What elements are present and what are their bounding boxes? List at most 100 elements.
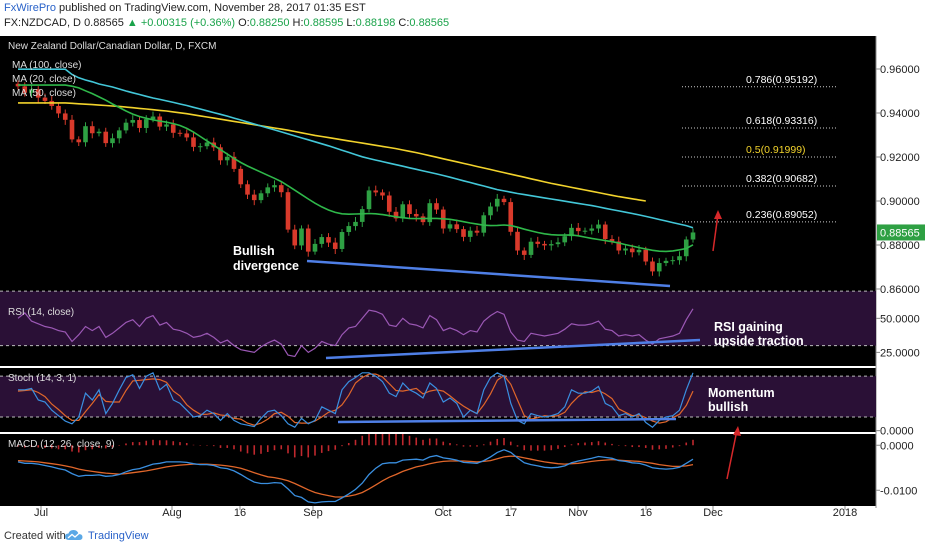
candle-bullish bbox=[427, 203, 433, 223]
candle-bullish bbox=[663, 260, 669, 264]
open-label: O: bbox=[238, 17, 250, 29]
tradingview-link[interactable]: TradingView bbox=[88, 530, 149, 542]
macd-line bbox=[17, 449, 694, 504]
last-price: 0.88565 bbox=[84, 17, 124, 29]
fib-level-label: 0.236(0.89052) bbox=[746, 209, 817, 221]
x-tick-label: Jul bbox=[34, 507, 48, 519]
bullish-arrow-head bbox=[714, 210, 722, 219]
candle-bearish bbox=[76, 139, 82, 143]
x-tick-label: 2018 bbox=[833, 507, 857, 519]
candle-bullish bbox=[150, 116, 156, 120]
x-tick-label: 16 bbox=[234, 507, 246, 519]
candle-bullish bbox=[596, 224, 601, 229]
main-y-tick-label: 0.96000 bbox=[880, 64, 920, 76]
candle-bearish bbox=[373, 190, 379, 193]
macd-pane-background bbox=[0, 434, 876, 506]
candle-bearish bbox=[191, 137, 196, 147]
candle-bearish bbox=[231, 156, 237, 169]
macd-y-tick-label: 0.0000 bbox=[880, 440, 914, 452]
candle-bullish bbox=[623, 248, 628, 251]
candle-bullish bbox=[555, 242, 561, 245]
fib-level-label: 0.382(0.90682) bbox=[746, 173, 817, 185]
candle-bullish bbox=[299, 228, 304, 246]
candle-bullish bbox=[83, 126, 88, 143]
close-value: 0.88565 bbox=[409, 17, 450, 29]
candle-bullish bbox=[528, 241, 534, 255]
ma50-line bbox=[18, 68, 694, 229]
candle-bullish bbox=[110, 138, 115, 144]
price-change: ▲ +0.00315 (+0.36%) bbox=[126, 17, 236, 29]
fib-level-label: 0.618(0.93316) bbox=[746, 115, 817, 127]
candle-bearish bbox=[69, 119, 75, 140]
candle-bullish bbox=[447, 224, 453, 229]
candle-bearish bbox=[542, 243, 547, 246]
symbol-label: FX:NZDCAD, D bbox=[4, 17, 81, 29]
main-y-tick-label: 0.86000 bbox=[880, 284, 920, 296]
candle-bullish bbox=[589, 228, 595, 231]
candle-bearish bbox=[218, 147, 223, 161]
candle-bearish bbox=[508, 202, 514, 232]
candle-bearish bbox=[56, 105, 61, 114]
candle-bearish bbox=[393, 211, 399, 219]
high-label: H: bbox=[292, 17, 304, 29]
candle-bullish bbox=[400, 204, 406, 219]
rsi-y-tick-label: 25.0000 bbox=[880, 347, 920, 359]
candle-bearish bbox=[407, 204, 412, 214]
candle-bullish bbox=[29, 89, 34, 93]
candle-bearish bbox=[177, 132, 183, 134]
fib-level-label: 0.786(0.95192) bbox=[746, 74, 817, 86]
chart-canvas[interactable]: 0.786(0.95192) 0.618(0.93316) 0.5(0.91999)… bbox=[0, 36, 932, 522]
candle-bullish bbox=[143, 119, 149, 128]
candle-bearish bbox=[380, 192, 385, 196]
author-link[interactable]: FxWirePro bbox=[4, 2, 56, 14]
macd-y-tick-label: -0.0100 bbox=[880, 485, 917, 497]
candle-bullish bbox=[690, 232, 696, 240]
rsi-trendline bbox=[325, 338, 701, 360]
stoch-pane-title: Stoch (14, 3, 1) bbox=[8, 373, 76, 384]
candle-bearish bbox=[434, 203, 439, 210]
candle-bearish bbox=[103, 131, 109, 144]
candle-bearish bbox=[89, 126, 95, 134]
annotation-stoch-line1: Momentum bbox=[708, 386, 775, 400]
stoch-k-line bbox=[18, 371, 694, 428]
main-pane-background bbox=[0, 36, 876, 300]
candle-bearish bbox=[292, 229, 298, 246]
bullish-arrow-shaft bbox=[712, 213, 719, 252]
candle-bullish bbox=[636, 249, 642, 253]
macd-pane-title: MACD (12, 26, close, 9) bbox=[8, 439, 115, 450]
candle-bullish bbox=[548, 244, 554, 246]
candle-bullish bbox=[224, 156, 230, 161]
candle-bullish bbox=[582, 230, 588, 232]
ma100-line bbox=[18, 102, 646, 202]
legend-entry: MA (50, close) bbox=[12, 88, 76, 99]
main-y-tick-label: 0.94000 bbox=[880, 108, 920, 120]
legend-entry: MA (20, close) bbox=[12, 74, 76, 85]
created-with-text: Created with bbox=[4, 530, 66, 542]
candle-bullish bbox=[164, 124, 169, 127]
candle-bearish bbox=[184, 133, 190, 138]
legend-entry: MA (100, close) bbox=[12, 60, 81, 71]
main-chart-title: New Zealand Dollar/Canadian Dollar, D, F… bbox=[8, 41, 216, 52]
fib-level-label: 0.5(0.91999) bbox=[746, 144, 806, 156]
candle-bearish bbox=[238, 168, 244, 185]
candle-bearish bbox=[501, 198, 507, 203]
main-y-tick-label: 0.92000 bbox=[880, 152, 920, 164]
candle-bullish bbox=[494, 198, 500, 207]
candle-bearish bbox=[326, 237, 331, 243]
last-price-tag bbox=[877, 224, 925, 241]
divergence-trendline bbox=[306, 259, 671, 288]
macd-arrow-head bbox=[733, 426, 741, 436]
annotation-bullish: Bullish bbox=[233, 244, 275, 258]
macd-arrow-shaft bbox=[726, 429, 738, 480]
annotation-stoch-line2: bullish bbox=[708, 400, 748, 414]
publish-info: FxWirePro published on TradingView.com, … bbox=[4, 2, 366, 14]
candle-bearish bbox=[461, 229, 466, 237]
rsi-y-tick-label: 50.0000 bbox=[880, 313, 920, 325]
candle-bearish bbox=[305, 228, 311, 252]
x-tick-label: Dec bbox=[703, 507, 723, 519]
candle-bearish bbox=[278, 185, 284, 193]
stoch-trendline bbox=[337, 417, 677, 424]
footer: Created with TradingView bbox=[0, 522, 932, 550]
x-tick-label: Nov bbox=[568, 507, 588, 519]
candle-bullish bbox=[265, 187, 271, 194]
